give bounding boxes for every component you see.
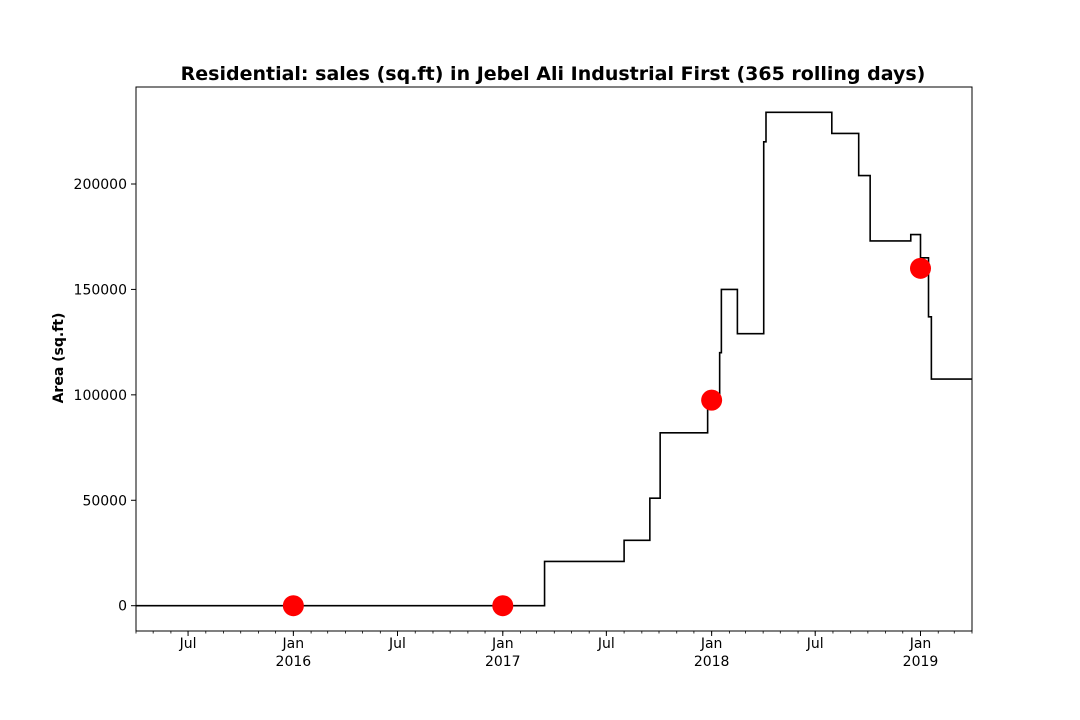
x-tick-label: Jan: [282, 636, 305, 652]
data-point-marker: [910, 257, 932, 279]
x-tick-label: Jul: [388, 636, 406, 652]
x-tick-year-label: 2018: [694, 654, 730, 670]
x-tick-label: Jan: [909, 636, 932, 652]
chart-title: Residential: sales (sq.ft) in Jebel Ali …: [181, 63, 926, 85]
x-tick-year-label: 2019: [903, 654, 939, 670]
x-tick-label: Jan: [700, 636, 723, 652]
data-point-marker: [701, 389, 723, 411]
x-tick-label: Jan: [491, 636, 514, 652]
x-tick-label: Jul: [806, 636, 824, 652]
y-tick-label: 50000: [82, 493, 127, 509]
series-line: [136, 111, 972, 607]
y-tick-label: 100000: [74, 388, 127, 404]
x-tick-year-label: 2016: [276, 654, 312, 670]
x-tick-label: Jul: [179, 636, 197, 652]
y-tick-label: 150000: [74, 282, 127, 298]
y-tick-label: 0: [118, 599, 127, 615]
y-tick-label: 200000: [74, 177, 127, 193]
data-point-marker: [282, 595, 304, 617]
x-tick-label: Jul: [597, 636, 615, 652]
x-tick-year-label: 2017: [485, 654, 521, 670]
data-point-marker: [492, 595, 514, 617]
plot-area: 0 50000 100000 150000 200000 Jul Jan 2016 Jul Jan…: [74, 111, 973, 670]
axes-frame: [135, 86, 973, 632]
y-axis-label: Area (sq.ft): [51, 313, 67, 404]
